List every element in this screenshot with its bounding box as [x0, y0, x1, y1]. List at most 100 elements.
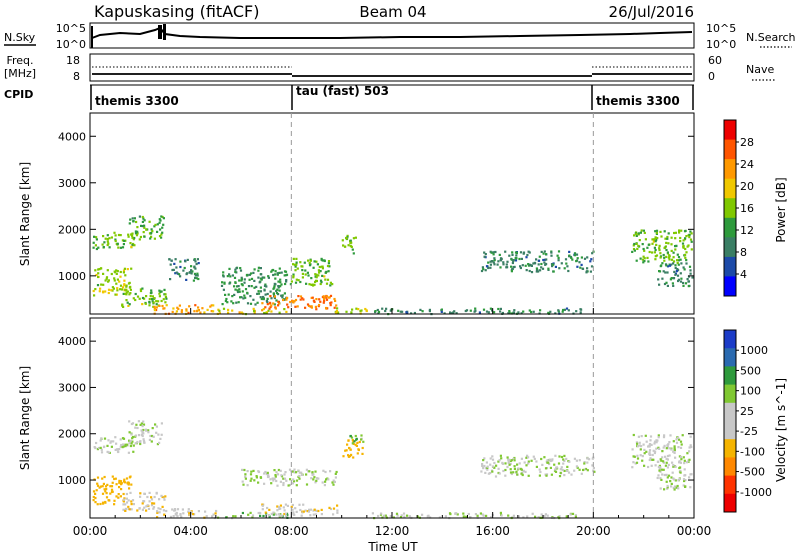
velocity-cell — [101, 492, 105, 495]
power-cell — [158, 304, 161, 307]
velocity-cell — [354, 434, 357, 438]
power-cell — [252, 307, 255, 310]
power-cell — [635, 234, 638, 237]
velocity-cell — [284, 503, 287, 506]
power-cell — [313, 300, 316, 303]
power-cell — [95, 247, 98, 251]
velocity-cell — [680, 443, 683, 446]
velocity-cell — [357, 448, 360, 452]
velocity-cell — [554, 454, 557, 457]
power-cell — [633, 234, 636, 237]
power-cell — [150, 235, 153, 238]
velocity-cell — [548, 458, 552, 461]
power-cell — [135, 234, 139, 237]
velocity-cell — [128, 476, 131, 479]
velocity-cell — [666, 476, 669, 479]
power-cell — [268, 301, 272, 304]
velocity-cell — [384, 514, 387, 517]
power-cell — [325, 296, 328, 299]
power-cell — [678, 229, 681, 232]
velocity-cell — [526, 515, 529, 518]
velocity-cell — [507, 514, 510, 517]
power-cell — [143, 226, 146, 229]
velocity-cell — [140, 429, 143, 432]
power-cell — [325, 295, 328, 298]
velocity-cell — [654, 464, 657, 467]
power-cell — [341, 239, 344, 242]
power-cell — [180, 310, 183, 314]
velocity-cell — [684, 485, 687, 488]
power-cell — [194, 276, 197, 279]
power-cell — [323, 259, 326, 263]
power-cell — [327, 270, 330, 273]
cpid-mode-3: themis 3300 — [596, 94, 680, 108]
velocity-colorbar-swatch — [724, 475, 736, 495]
power-cell — [158, 221, 161, 224]
power-cell — [677, 278, 680, 281]
velocity-cell — [145, 505, 148, 508]
power-cell — [657, 278, 660, 281]
power-cell — [239, 296, 242, 299]
power-cell — [508, 311, 511, 314]
velocity-cell — [462, 515, 465, 518]
power-cell — [141, 225, 144, 228]
power-cell — [190, 265, 193, 268]
velocity-cell — [672, 477, 675, 480]
power-cell — [351, 248, 354, 251]
velocity-cell — [129, 439, 132, 442]
power-cell — [670, 249, 673, 252]
power-cell — [689, 230, 692, 233]
power-cell — [257, 269, 260, 272]
power-cell — [365, 309, 368, 313]
velocity-cell — [539, 470, 542, 474]
power-colorbar-tick: 16 — [740, 202, 754, 215]
power-cell — [684, 282, 688, 285]
velocity-cell — [279, 507, 282, 510]
velocity-cell — [591, 464, 594, 467]
date-title: 26/Jul/2016 — [609, 3, 694, 21]
power-cell — [102, 291, 105, 294]
power-cell — [175, 266, 178, 269]
power-cell — [227, 311, 230, 314]
power-cell — [141, 215, 144, 219]
power-cell — [246, 291, 249, 294]
power-cell — [676, 253, 679, 256]
power-cell — [223, 281, 226, 284]
power-cell — [421, 310, 424, 313]
velocity-cell — [100, 437, 103, 440]
power-cell — [249, 295, 252, 298]
velocity-cell — [565, 469, 569, 472]
velocity-cell — [663, 488, 666, 491]
velocity-cell — [150, 434, 154, 438]
power-cell — [144, 302, 147, 305]
velocity-cell — [678, 477, 681, 481]
velocity-cell — [632, 461, 635, 464]
power-cell — [335, 310, 338, 313]
power-cell — [336, 307, 339, 310]
power-cell — [92, 289, 95, 293]
power-cell — [687, 275, 691, 278]
power-cell — [641, 258, 644, 261]
power-cell — [659, 252, 662, 255]
power-cell — [127, 235, 130, 238]
power-cell — [505, 263, 508, 266]
power-cell — [295, 261, 298, 264]
velocity-cell — [562, 462, 565, 465]
power-cell — [494, 250, 497, 254]
velocity-cell — [497, 467, 500, 470]
velocity-cell — [135, 423, 138, 426]
power-cell — [655, 229, 659, 232]
power-cell — [197, 309, 200, 312]
power-cell — [164, 293, 167, 296]
power-cell — [671, 282, 674, 285]
power-cell — [234, 281, 237, 284]
power-cell — [568, 254, 571, 257]
velocity-cell — [312, 478, 315, 481]
power-cell — [269, 295, 272, 298]
velocity-cell — [152, 506, 156, 509]
velocity-cell — [689, 473, 692, 476]
velocity-cell — [142, 440, 146, 443]
power-cell — [474, 307, 477, 310]
velocity-cell — [272, 511, 275, 514]
